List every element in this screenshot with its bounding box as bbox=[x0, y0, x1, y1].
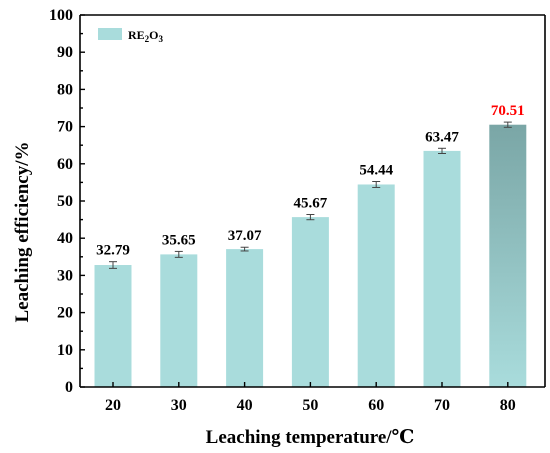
y-axis-title: Leaching efficiency/% bbox=[12, 142, 33, 323]
y-tick-label: 80 bbox=[57, 81, 73, 98]
x-tick-label: 20 bbox=[105, 397, 121, 414]
data-label: 45.67 bbox=[294, 196, 328, 212]
bar-70 bbox=[423, 150, 461, 387]
x-tick-label: 30 bbox=[171, 397, 187, 414]
y-tick-label: 50 bbox=[57, 193, 73, 210]
data-label: 32.79 bbox=[96, 243, 130, 259]
x-tick-label: 60 bbox=[368, 397, 384, 414]
y-tick-label: 40 bbox=[57, 230, 73, 247]
data-label: 70.51 bbox=[491, 103, 525, 119]
x-axis-title: Leaching temperature/℃ bbox=[206, 427, 415, 448]
data-label: 63.47 bbox=[425, 129, 459, 145]
bar-60 bbox=[357, 184, 395, 387]
legend: RE2O3 bbox=[98, 28, 164, 44]
y-tick-label: 30 bbox=[57, 267, 73, 284]
bars-layer bbox=[94, 121, 527, 388]
data-label: 37.07 bbox=[228, 228, 262, 244]
x-tick-label: 50 bbox=[302, 397, 318, 414]
bar-80 bbox=[489, 124, 527, 388]
legend-swatch bbox=[98, 28, 122, 40]
y-tick-label: 20 bbox=[57, 305, 73, 322]
x-tick-label: 80 bbox=[500, 397, 516, 414]
x-tick-label: 70 bbox=[434, 397, 450, 414]
legend-label: RE2O3 bbox=[128, 28, 164, 44]
y-tick-label: 0 bbox=[65, 379, 73, 396]
y-tick-label: 70 bbox=[57, 119, 73, 136]
axes-layer: 0 10 20 30 40 50 60 70 80 90 100 20 30 40 50 60 70 80 bbox=[49, 7, 546, 414]
x-tick-label: 40 bbox=[237, 397, 253, 414]
bar-20 bbox=[94, 265, 132, 387]
data-label: 35.65 bbox=[162, 232, 196, 248]
data-label: 54.44 bbox=[359, 163, 393, 179]
y-tick-label: 90 bbox=[57, 44, 73, 61]
y-tick-label: 10 bbox=[57, 342, 73, 359]
y-tick-label: 60 bbox=[57, 156, 73, 173]
y-tick-label: 100 bbox=[49, 7, 73, 24]
labels-layer: 32.79 35.65 37.07 45.67 54.44 63.47 70.51 bbox=[96, 103, 525, 259]
bar-50 bbox=[291, 217, 329, 387]
bar-30 bbox=[160, 254, 198, 387]
bar-40 bbox=[226, 249, 264, 387]
